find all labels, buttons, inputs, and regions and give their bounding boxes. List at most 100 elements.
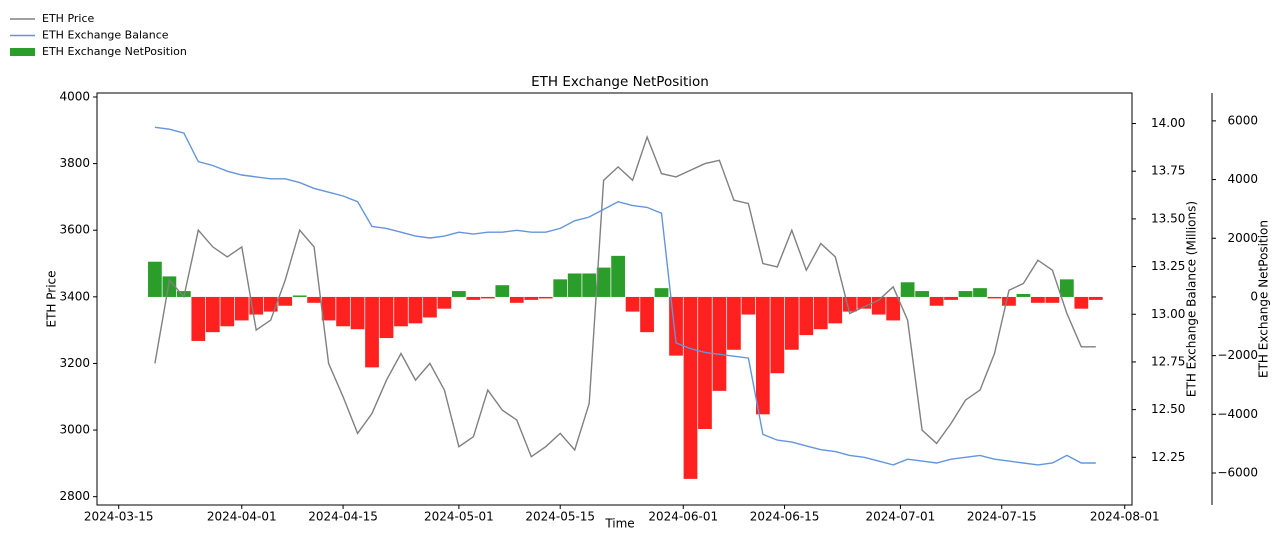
bar	[973, 288, 987, 297]
bar	[480, 296, 495, 299]
bar	[611, 255, 625, 297]
bar	[509, 296, 524, 303]
bar	[379, 296, 394, 339]
y-tick-label: 3800	[59, 156, 90, 170]
y-tick-label: 3400	[59, 289, 90, 303]
bar	[683, 296, 698, 479]
y2-tick-label: 12.75	[1151, 354, 1185, 368]
x-tick-label: 2024-05-01	[424, 510, 494, 524]
bar	[437, 296, 452, 309]
bar	[799, 296, 814, 336]
legend-label: ETH Exchange Balance	[42, 29, 169, 42]
y2-tick-label: 12.25	[1151, 450, 1185, 464]
bar	[640, 296, 654, 333]
bar	[727, 296, 741, 350]
bar	[495, 285, 510, 297]
x-tick-label: 2024-08-01	[1090, 510, 1160, 524]
bar	[944, 296, 958, 300]
y3-tick-label: −4000	[1217, 407, 1258, 421]
bar	[900, 282, 915, 297]
legend-swatch	[10, 48, 35, 56]
bar	[698, 296, 712, 429]
x-axis-label: Time	[604, 517, 634, 531]
bar	[784, 296, 799, 350]
y2-axis-label: ETH Exchange Balance (Millions)	[1185, 201, 1199, 397]
bar	[915, 291, 929, 297]
plot-frame	[96, 92, 1133, 506]
x-tick-label: 2024-07-01	[866, 510, 936, 524]
bar	[538, 296, 553, 299]
y2-tick-label: 13.75	[1151, 164, 1185, 178]
bar	[596, 267, 611, 297]
legend-label: ETH Price	[42, 12, 95, 25]
bar	[423, 296, 437, 318]
bar	[553, 279, 568, 297]
bar	[929, 296, 944, 306]
bar	[452, 291, 466, 297]
y2-tick-label: 12.50	[1151, 402, 1185, 416]
bar	[408, 296, 423, 324]
bar	[712, 296, 727, 391]
y2-tick-label: 13.50	[1151, 211, 1185, 225]
bar	[1031, 296, 1045, 303]
bar	[220, 296, 235, 327]
x-tick-label: 2024-07-15	[967, 510, 1037, 524]
bar	[1045, 296, 1060, 303]
y3-tick-label: 6000	[1227, 113, 1258, 127]
bar	[336, 296, 350, 327]
legend-label: ETH Exchange NetPosition	[42, 45, 187, 58]
y-axis-label: ETH Price	[45, 270, 59, 327]
bar	[813, 296, 828, 330]
bar	[307, 296, 322, 303]
x-tick-label: 2024-03-15	[84, 510, 154, 524]
bar	[1016, 294, 1031, 297]
bar	[582, 273, 597, 297]
y3-tick-label: 4000	[1227, 172, 1258, 186]
bar	[321, 296, 336, 321]
y2-tick-label: 13.25	[1151, 259, 1185, 273]
y3-tick-label: −2000	[1217, 348, 1258, 362]
bar	[524, 296, 539, 300]
bar	[394, 296, 408, 327]
bar	[886, 296, 901, 321]
y2-tick-label: 14.00	[1151, 116, 1185, 130]
bar	[1074, 296, 1089, 309]
x-tick-label: 2024-06-15	[750, 510, 820, 524]
bar	[828, 296, 843, 324]
bar	[205, 296, 220, 333]
x-tick-label: 2024-04-15	[308, 510, 378, 524]
line-series	[154, 126, 1096, 466]
bar	[770, 296, 785, 374]
bar	[278, 296, 293, 306]
y-tick-label: 4000	[59, 89, 90, 103]
y-tick-label: 2800	[59, 489, 90, 503]
bar	[567, 273, 582, 297]
y3-tick-label: 2000	[1227, 231, 1258, 245]
y-tick-label: 3000	[59, 423, 90, 437]
bar	[263, 296, 278, 312]
bar	[350, 296, 365, 330]
bar	[365, 296, 379, 368]
bar	[234, 296, 249, 321]
bar	[1002, 296, 1016, 306]
bar	[842, 296, 857, 312]
bar	[148, 261, 162, 297]
bar	[1088, 296, 1103, 300]
bar	[191, 296, 206, 341]
bar	[958, 291, 973, 297]
bar	[654, 288, 669, 297]
y3-tick-label: 0	[1250, 289, 1258, 303]
y-tick-label: 3200	[59, 356, 90, 370]
bar	[755, 296, 770, 415]
bar	[466, 296, 481, 300]
bar	[857, 296, 872, 309]
line-series	[154, 134, 1096, 458]
bar	[987, 296, 1002, 299]
y2-tick-label: 13.00	[1151, 307, 1185, 321]
y3-tick-label: −6000	[1217, 466, 1258, 480]
bar	[625, 296, 640, 312]
x-tick-label: 2024-05-15	[525, 510, 595, 524]
chart-title: ETH Exchange NetPosition	[531, 74, 709, 90]
y3-axis-label: ETH Exchange NetPosition	[1257, 220, 1271, 378]
